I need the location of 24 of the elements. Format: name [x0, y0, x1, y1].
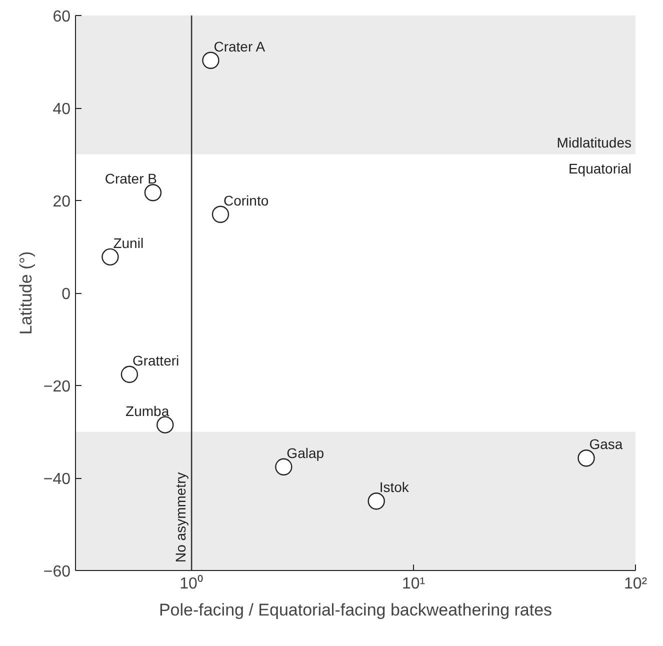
annotation: Crater A	[214, 38, 266, 54]
annotation: Gasa	[589, 436, 623, 452]
y-tick-label: −20	[43, 378, 71, 396]
annotation: Zunil	[113, 234, 144, 251]
x-tick-label: 10²	[624, 576, 648, 592]
annotation: Gratteri	[132, 352, 180, 368]
y-tick-label: −40	[43, 471, 71, 488]
y-tick-label: −60	[43, 564, 71, 580]
band-label: Midlatitudes	[556, 134, 632, 150]
annotation: Equatorial	[568, 160, 632, 176]
x-tick-label: 10⁰	[180, 574, 204, 592]
y-tick-label: 60	[52, 8, 71, 26]
x-tick-label: 10¹	[402, 576, 426, 592]
y-tick-label: 0	[62, 286, 71, 303]
annotation: Corinto	[223, 192, 269, 208]
y-axis-title: Latitude (°)	[16, 251, 36, 335]
annotation: Zumba	[126, 402, 170, 419]
y-tick-label: 20	[52, 194, 71, 210]
annotation: Istok	[379, 479, 410, 496]
y-tick-label: 40	[52, 101, 71, 118]
ref-line-label: No asymmetry	[172, 472, 189, 562]
x-axis-title: Pole-facing / Equatorial-facing backweathering rates	[158, 600, 552, 620]
annotation: Galap	[286, 444, 324, 461]
annotation: Crater B	[104, 170, 157, 187]
